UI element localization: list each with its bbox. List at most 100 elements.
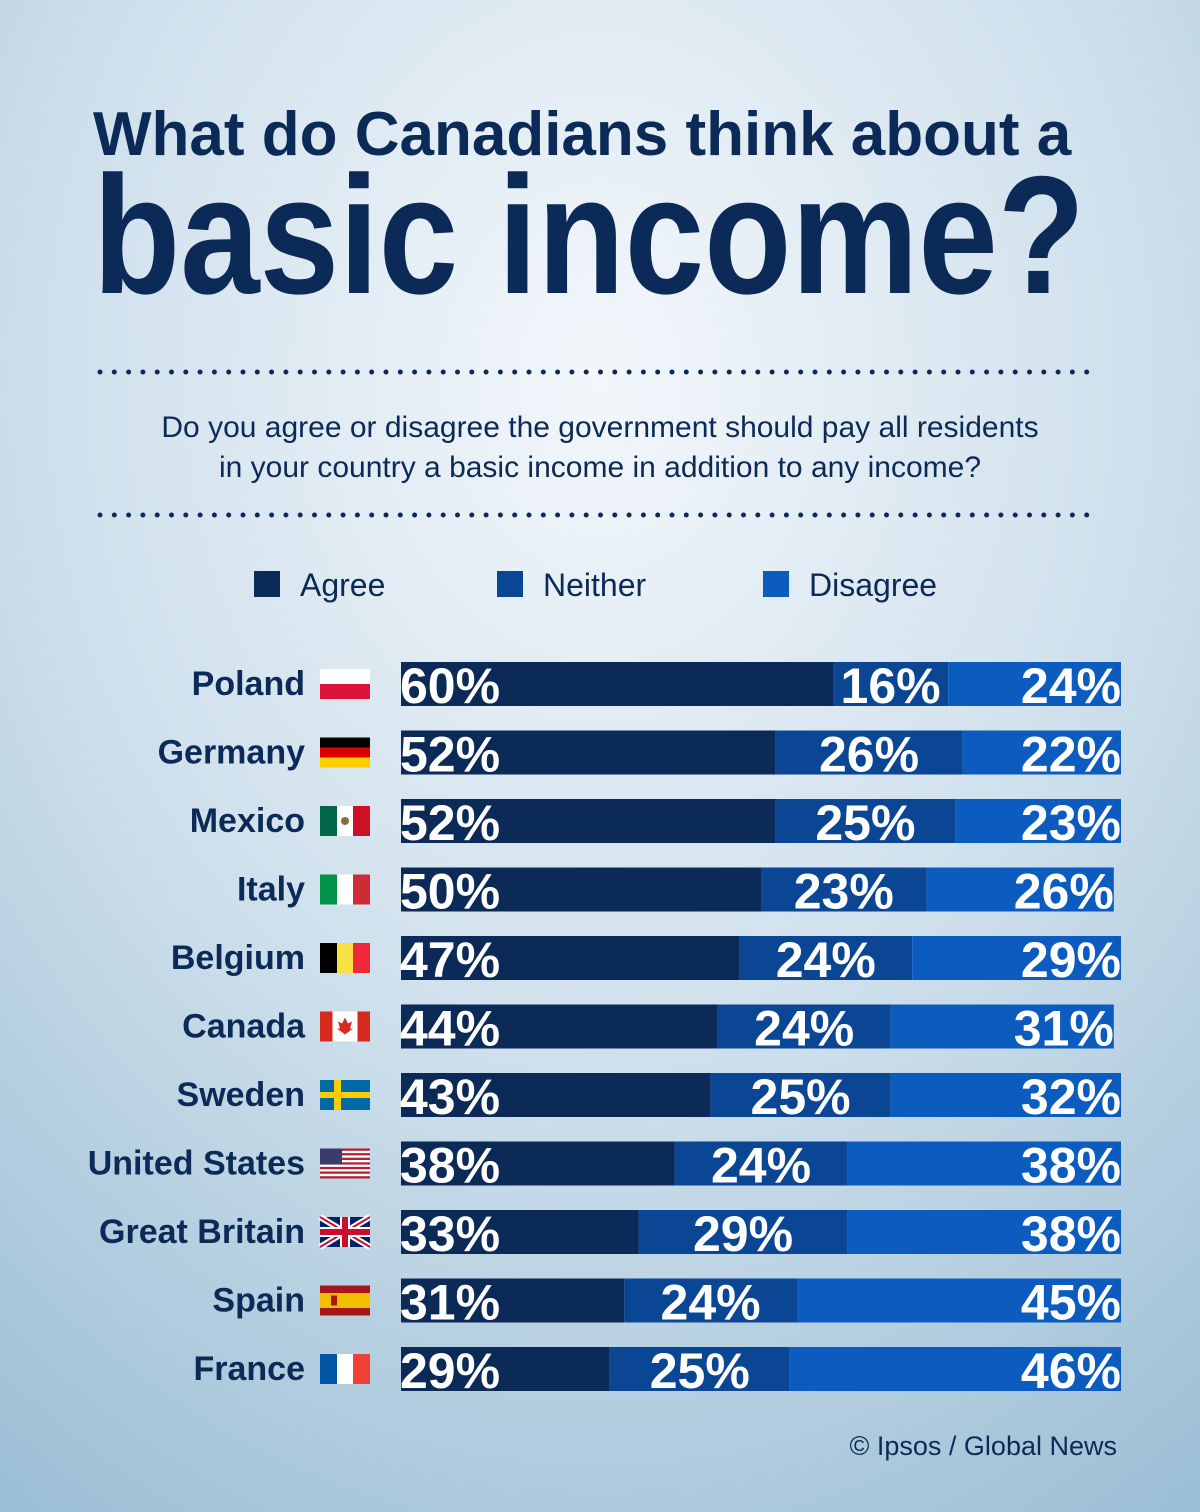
bar-segment: [401, 1347, 610, 1391]
value-label: 29%: [400, 1343, 500, 1399]
bar-segment: [948, 662, 1121, 706]
flag: [320, 1148, 370, 1179]
title-line: basic income?: [93, 141, 1085, 329]
flag: [320, 1354, 370, 1384]
value-label: 22%: [1021, 727, 1121, 783]
bar-segment: [401, 1004, 718, 1049]
value-label: 43%: [400, 1069, 500, 1125]
bar-segment: [962, 730, 1121, 775]
value-label: 26%: [1014, 864, 1114, 920]
value-label: 31%: [1014, 1001, 1114, 1057]
category-label: Belgium: [171, 939, 305, 977]
bar-segment: [624, 1278, 797, 1323]
bar-segment: [847, 1141, 1121, 1186]
flag: [320, 737, 370, 768]
category-label: Canada: [182, 1008, 306, 1046]
flag: [320, 943, 370, 973]
value-label: 25%: [751, 1069, 851, 1125]
bar-segment: [401, 1073, 711, 1117]
value-label: 44%: [400, 1001, 500, 1057]
bar-segment: [401, 662, 833, 706]
flag: [320, 1080, 370, 1110]
bar-segment: [638, 1210, 848, 1254]
flags: [318, 669, 372, 1384]
bar-segment: [833, 662, 949, 706]
bar-segment: [797, 1278, 1121, 1323]
value-label: 24%: [776, 932, 876, 988]
value-label: 23%: [794, 864, 894, 920]
bar-segment: [926, 867, 1114, 912]
category-label: Great Britain: [99, 1213, 305, 1251]
bar-segment: [401, 1210, 639, 1254]
bar-segment: [775, 730, 963, 775]
legend-swatch: [497, 571, 523, 597]
legend-label: Neither: [543, 567, 647, 603]
category-label: Poland: [192, 665, 305, 703]
category-label: Sweden: [177, 1076, 305, 1114]
bar-segment: [890, 1004, 1114, 1049]
legend-swatch: [254, 571, 280, 597]
bar-segment: [401, 730, 776, 775]
bar-segment: [847, 1210, 1121, 1254]
category-label: France: [194, 1350, 306, 1388]
legend-swatch: [763, 571, 789, 597]
category-label: United States: [88, 1145, 305, 1183]
value-label: 29%: [1021, 932, 1121, 988]
value-label: 47%: [400, 932, 500, 988]
category-label: Germany: [158, 734, 305, 772]
subtitle-line: Do you agree or disagree the government …: [161, 411, 1038, 444]
legend-label: Agree: [300, 567, 385, 603]
value-label: 31%: [400, 1275, 500, 1331]
flag: [320, 806, 370, 836]
bar-segment: [401, 1141, 675, 1186]
flag: [318, 1214, 372, 1250]
category-label: Mexico: [190, 802, 305, 840]
bar-segment: [674, 1141, 848, 1186]
value-label: 16%: [841, 658, 941, 714]
bar-segment: [912, 936, 1121, 980]
value-label: 50%: [400, 864, 500, 920]
legend-label: Disagree: [809, 567, 937, 603]
bar-segment: [401, 867, 761, 912]
bar-segment: [789, 1347, 1121, 1391]
value-label: 24%: [754, 1001, 854, 1057]
flag: [320, 669, 370, 699]
bar-segment: [955, 799, 1121, 843]
flag: [320, 874, 370, 905]
value-label: 33%: [400, 1206, 500, 1262]
value-label: 24%: [661, 1275, 761, 1331]
value-label: 52%: [400, 795, 500, 851]
value-label: 60%: [400, 658, 500, 714]
value-label: 26%: [819, 727, 919, 783]
value-label: 24%: [711, 1138, 811, 1194]
category-label: Spain: [212, 1282, 305, 1320]
bar-segment: [609, 1347, 790, 1391]
flag: [320, 1285, 370, 1316]
value-label: 32%: [1021, 1069, 1121, 1125]
value-label: 24%: [1021, 658, 1121, 714]
value-label: 46%: [1021, 1343, 1121, 1399]
bar-segment: [710, 1073, 891, 1117]
value-label: 25%: [815, 795, 915, 851]
bar-segment: [401, 936, 740, 980]
source: © Ipsos / Global News: [850, 1431, 1118, 1461]
bar-segment: [717, 1004, 891, 1049]
flag: [320, 1011, 370, 1042]
value-label: 38%: [400, 1138, 500, 1194]
bar-segment: [401, 799, 776, 843]
bar-segment: [761, 867, 927, 912]
value-label: 29%: [693, 1206, 793, 1262]
value-label: 25%: [650, 1343, 750, 1399]
value-label: 52%: [400, 727, 500, 783]
subtitle-line: in your country a basic income in additi…: [219, 451, 981, 484]
value-label: 38%: [1021, 1138, 1121, 1194]
title-line: What do Canadians think about a: [93, 100, 1072, 169]
bar-segment: [401, 1278, 625, 1323]
value-label: 45%: [1021, 1275, 1121, 1331]
category-label: Italy: [237, 871, 305, 909]
value-label: 38%: [1021, 1206, 1121, 1262]
bar-segment: [739, 936, 913, 980]
bar-segment: [890, 1073, 1121, 1117]
value-label: 23%: [1021, 795, 1121, 851]
